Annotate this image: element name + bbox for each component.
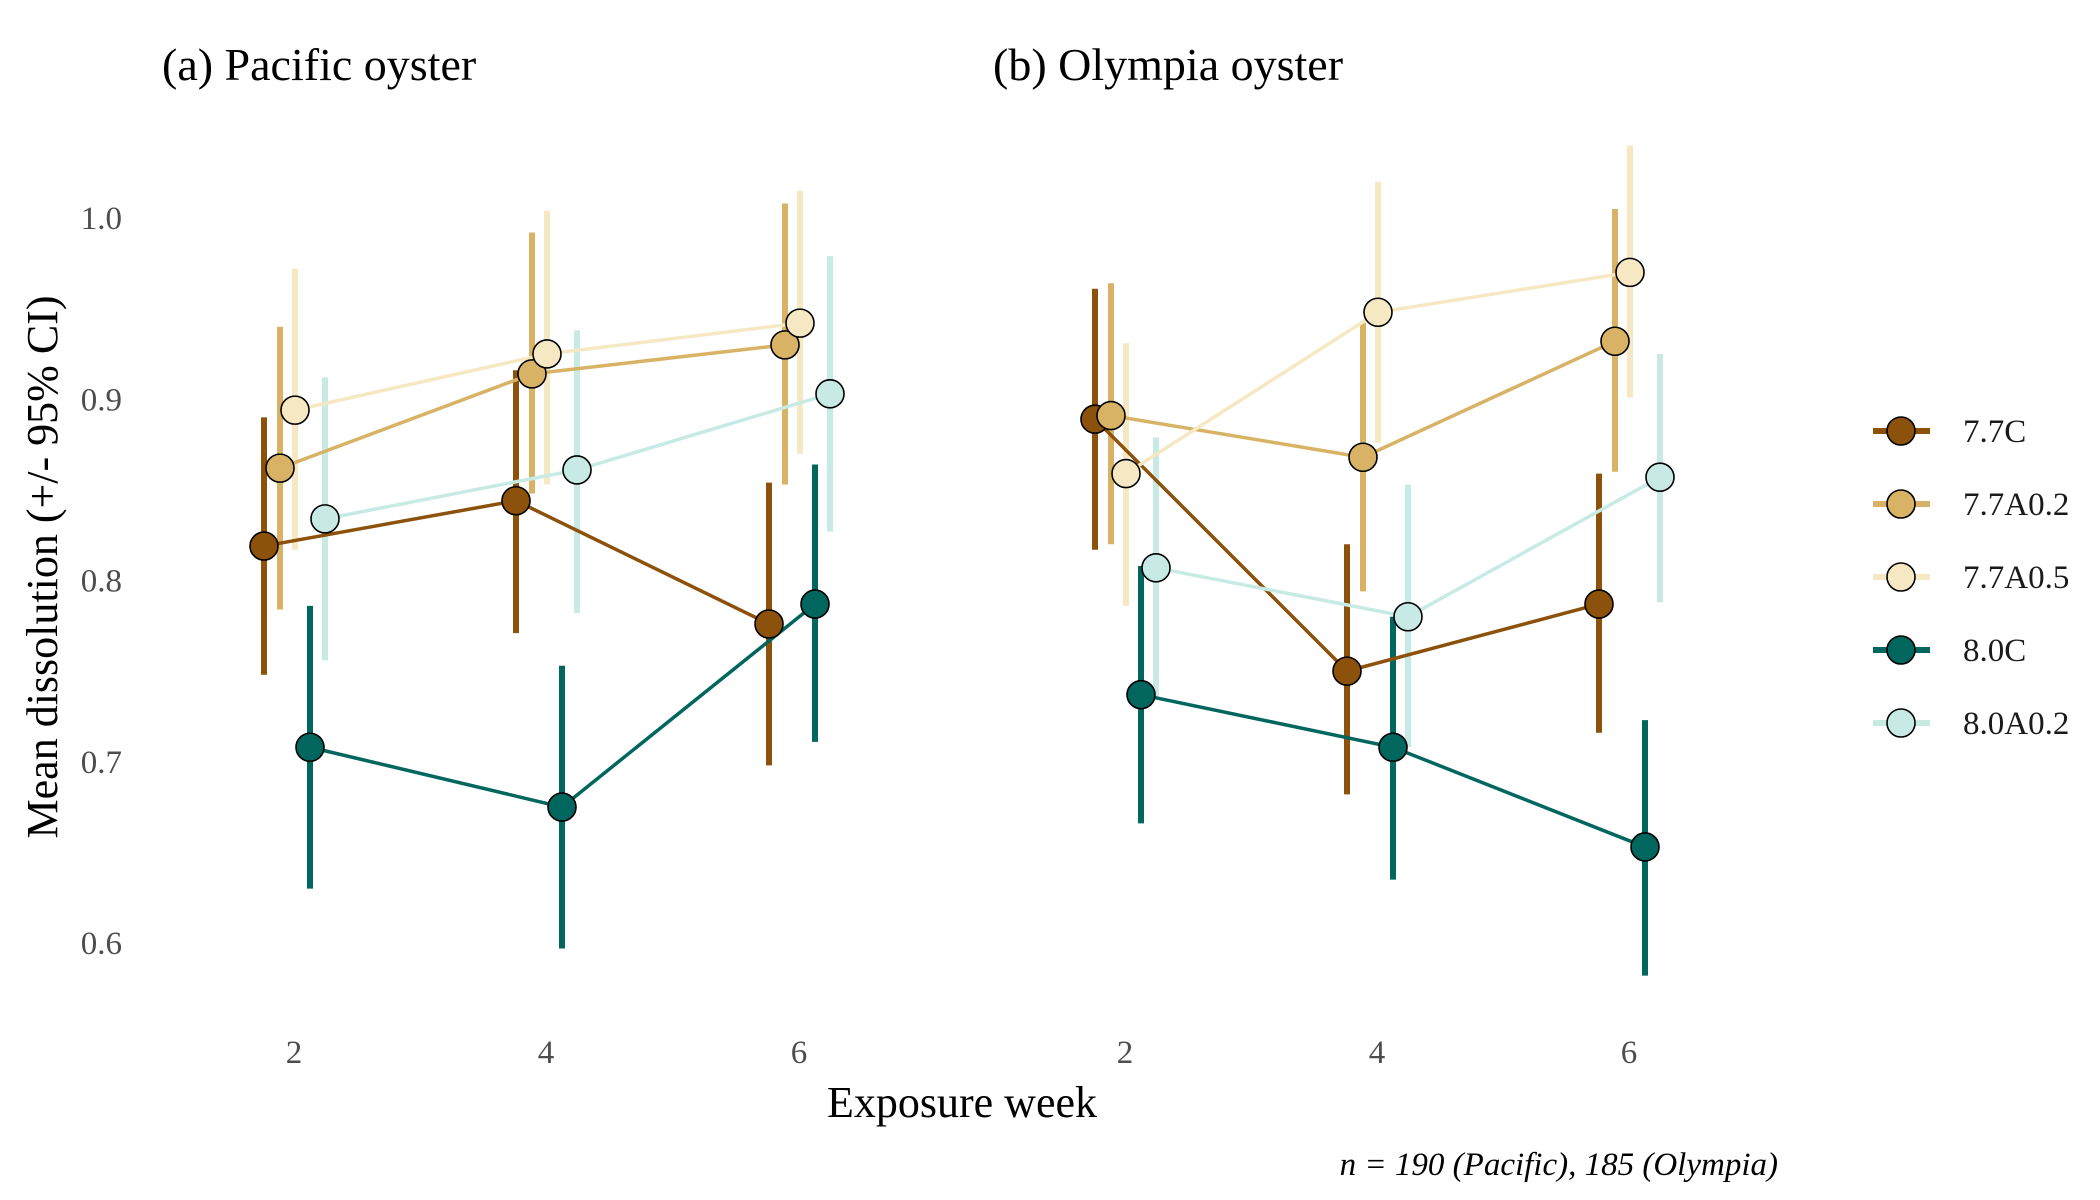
data-point-8-0c <box>1378 732 1408 763</box>
data-point-8-0a0-2 <box>310 504 340 534</box>
legend-key-point-7-7a0-2 <box>1886 489 1916 519</box>
legend-label-7-7a0-5: 7.7A0.5 <box>1963 560 2069 596</box>
x-tick-label: 6 <box>1621 1035 1638 1071</box>
legend-key-point-8-0a0-2 <box>1886 708 1916 738</box>
data-point-7-7a0-2 <box>1348 442 1378 473</box>
data-point-7-7a0-5 <box>785 308 815 338</box>
data-point-7-7c <box>501 485 531 516</box>
y-tick-label: 0.8 <box>81 564 122 600</box>
x-tick-label: 2 <box>286 1035 303 1071</box>
data-point-7-7a0-5 <box>280 395 310 425</box>
data-point-8-0c <box>295 732 325 763</box>
y-axis-title: Mean dissolution (+/- 95% CI) <box>18 296 67 839</box>
legend: 7.7C 7.7A0.2 7.7A0.5 8.0C 8.0A0.2 <box>1873 414 2069 742</box>
y-tick-label: 0.9 <box>81 382 122 418</box>
data-point-7-7a0-2 <box>517 359 547 389</box>
data-point-7-7c <box>1332 656 1362 686</box>
x-tick-label: 4 <box>1369 1035 1386 1071</box>
data-point-7-7c <box>754 609 784 639</box>
legend-label-7-7c: 7.7C <box>1963 414 2026 450</box>
data-point-8-0c <box>800 589 830 619</box>
data-point-8-0a0-2 <box>562 455 592 485</box>
data-point-8-0c <box>1126 679 1156 710</box>
data-point-7-7a0-5 <box>1363 297 1393 328</box>
legend-key-point-7-7c <box>1886 416 1916 446</box>
panel-title-olympia: (b) Olympia oyster <box>993 39 1343 90</box>
x-tick-label: 6 <box>791 1035 808 1071</box>
legend-key-point-7-7a0-5 <box>1886 562 1916 592</box>
legend-label-8-0a0-2: 8.0A0.2 <box>1963 706 2069 742</box>
panel-pacific-oyster: 2 4 6 <box>249 190 845 1071</box>
data-point-7-7a0-2 <box>265 453 295 483</box>
legend-label-7-7a0-2: 7.7A0.2 <box>1963 487 2069 523</box>
data-point-7-7a0-2 <box>770 330 800 360</box>
y-tick-label: 1.0 <box>81 201 122 237</box>
data-point-8-0a0-2 <box>1141 553 1171 583</box>
data-point-8-0c <box>1630 832 1660 862</box>
data-point-8-0a0-2 <box>1393 601 1423 632</box>
data-point-8-0a0-2 <box>815 379 845 409</box>
y-axis-ticks: 0.6 0.7 0.8 0.9 1.0 <box>81 201 122 962</box>
legend-label-8-0c: 8.0C <box>1963 633 2026 669</box>
data-point-7-7c <box>1584 589 1614 619</box>
data-point-7-7a0-5 <box>1111 458 1141 489</box>
data-point-8-0c <box>547 792 577 822</box>
data-point-7-7a0-2 <box>1600 326 1630 357</box>
data-point-7-7a0-5 <box>1615 257 1645 288</box>
sample-size-note: n = 190 (Pacific), 185 (Olympia) <box>1340 1147 1778 1183</box>
legend-key-point-8-0c <box>1886 635 1916 665</box>
data-point-7-7a0-2 <box>1096 400 1126 431</box>
x-tick-label: 4 <box>538 1035 555 1071</box>
data-point-7-7c <box>249 531 279 561</box>
x-axis-title: Exposure week <box>827 1078 1097 1127</box>
panel-olympia-oyster: 2 4 6 <box>1080 145 1675 1071</box>
data-point-8-0a0-2 <box>1645 462 1675 492</box>
x-tick-label: 2 <box>1117 1035 1134 1071</box>
y-tick-label: 0.6 <box>81 926 122 962</box>
panel-title-pacific: (a) Pacific oyster <box>162 39 476 90</box>
data-point-7-7a0-5 <box>532 339 562 369</box>
y-tick-label: 0.7 <box>81 745 122 781</box>
